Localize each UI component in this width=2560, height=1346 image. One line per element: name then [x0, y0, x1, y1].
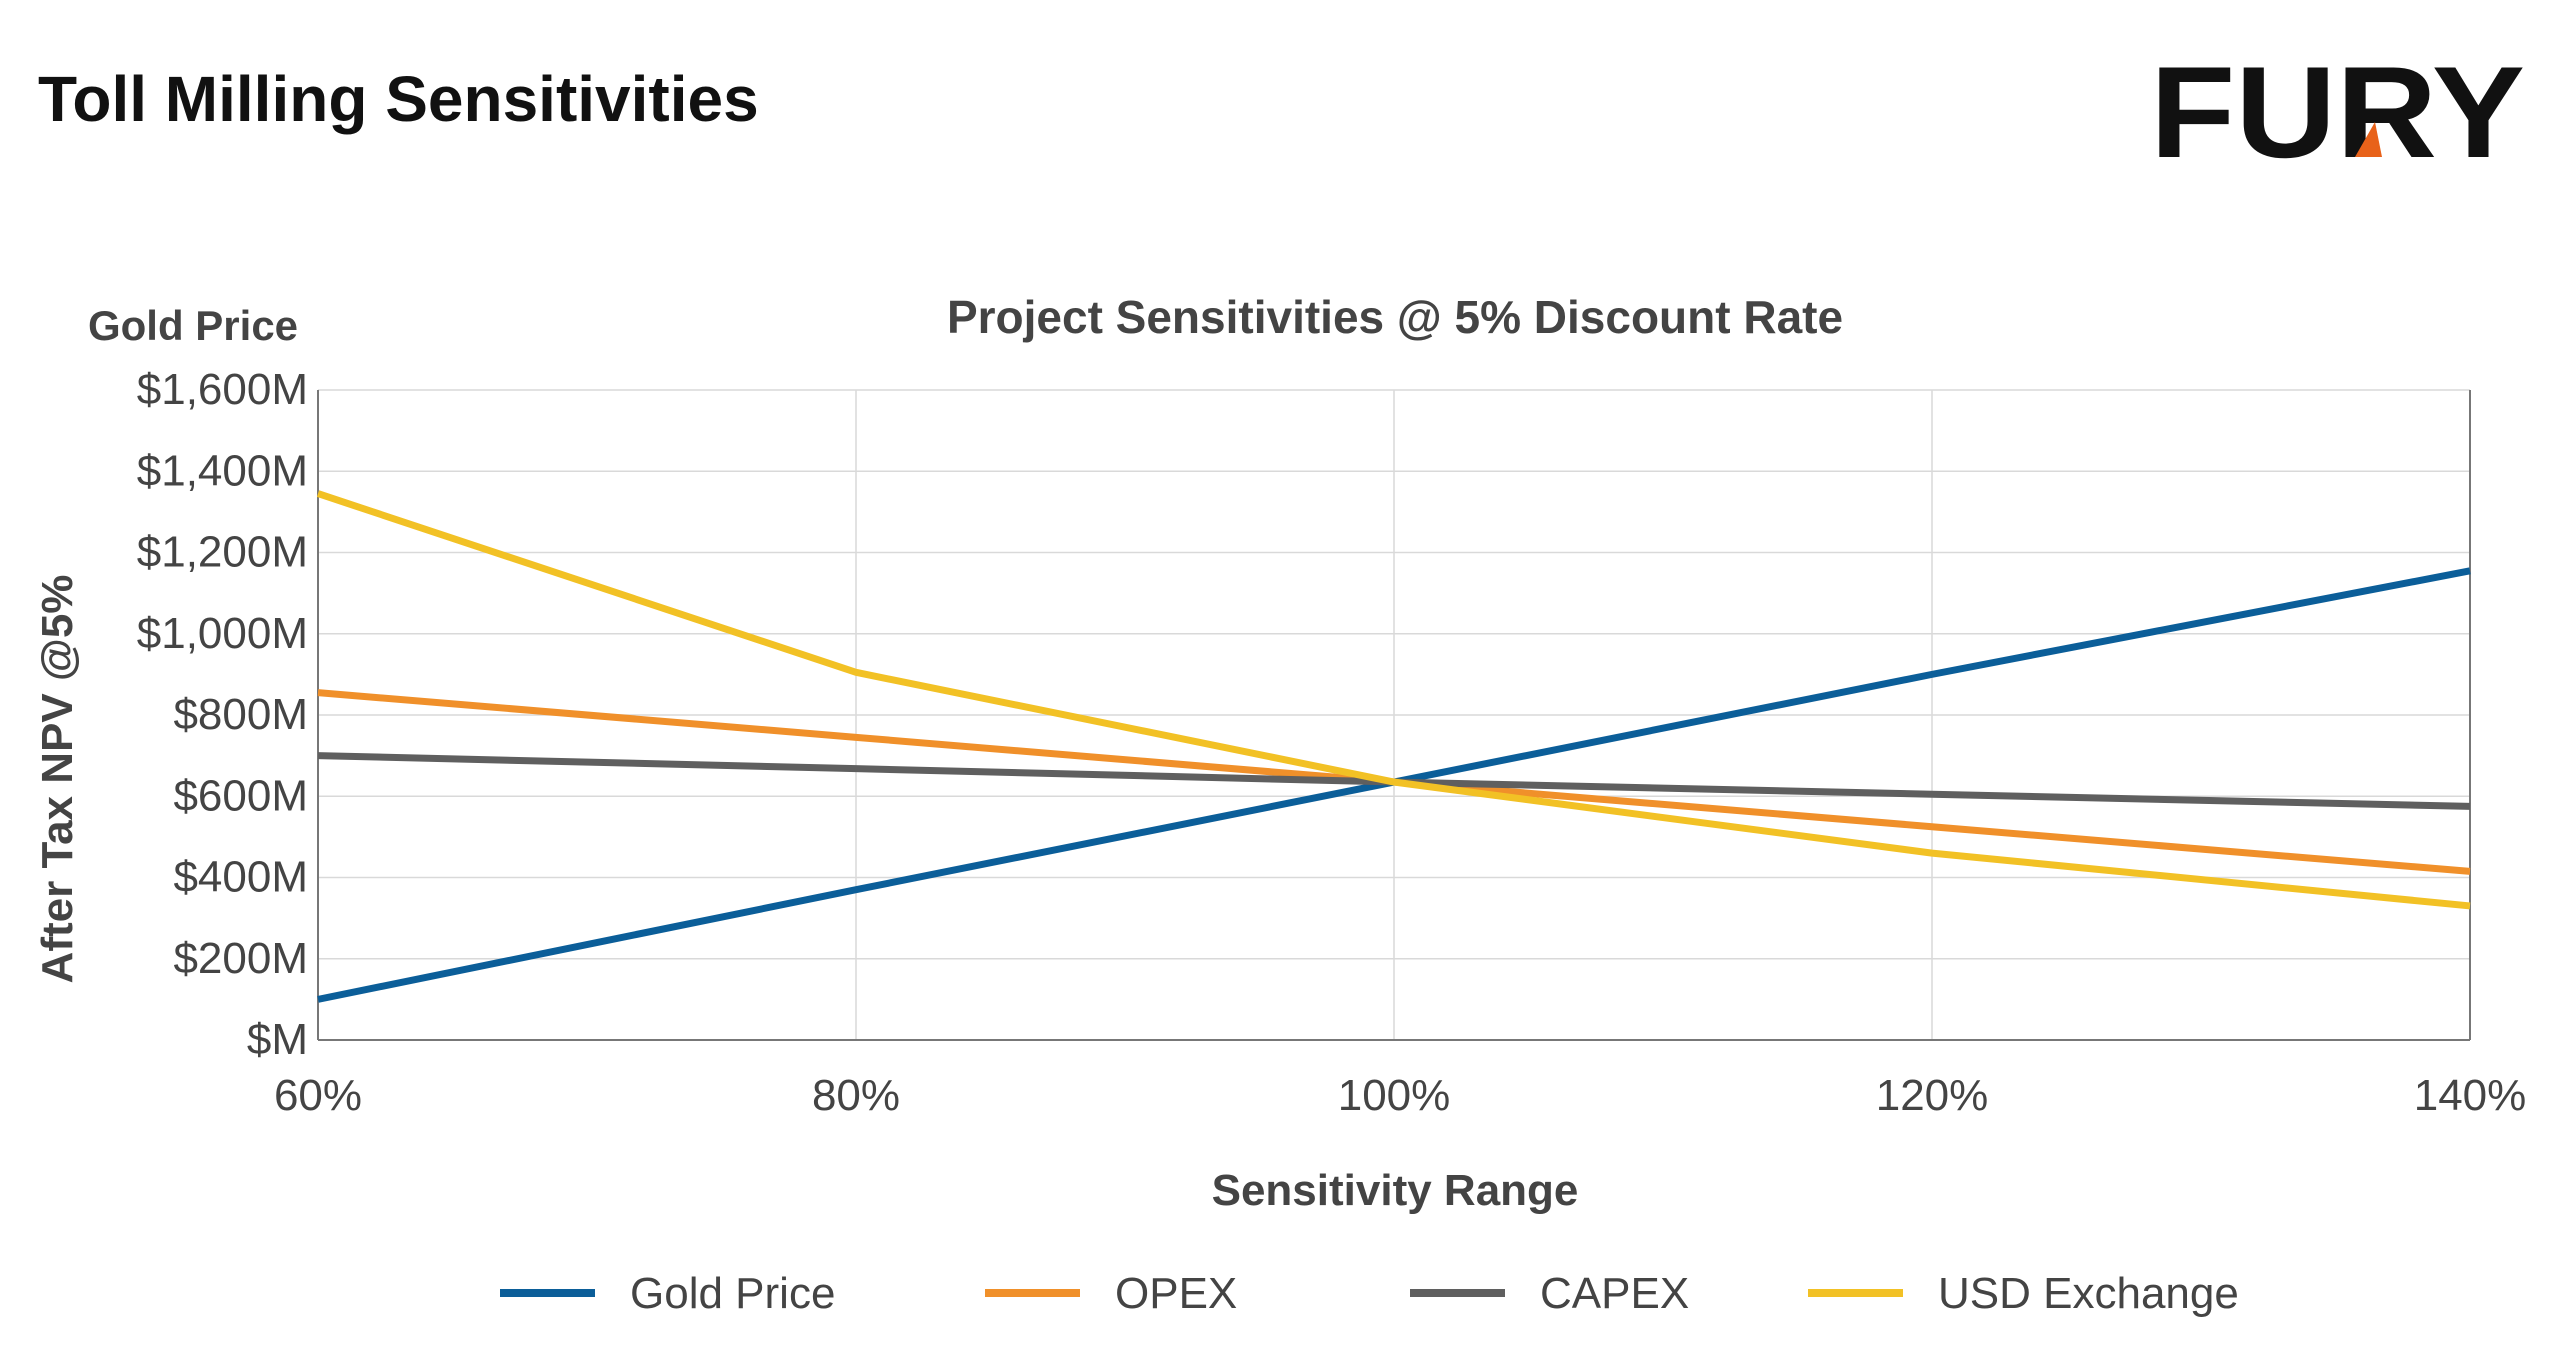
legend-label-capex: CAPEX — [1540, 1269, 1689, 1318]
x-tick-label: 60% — [274, 1071, 362, 1120]
series-line-usd-exchange — [316, 490, 2471, 910]
y-tick-label: $1,400M — [137, 446, 308, 495]
y-tick-label: $M — [247, 1015, 308, 1064]
y-tick-label: $400M — [173, 853, 308, 902]
y-tick-label: $800M — [173, 690, 308, 739]
y-tick-label: $1,000M — [137, 609, 308, 658]
legend-label-usd-exchange: USD Exchange — [1938, 1269, 2239, 1318]
y-tick-label: $1,600M — [137, 365, 308, 414]
page-title: Toll Milling Sensitivities — [38, 63, 759, 135]
legend-label-gold-price: Gold Price — [630, 1269, 835, 1318]
chart-series — [316, 490, 2471, 1003]
x-axis-label: Sensitivity Range — [1212, 1166, 1579, 1215]
chart-title: Project Sensitivities @ 5% Discount Rate — [947, 291, 1843, 343]
y-tick-label: $200M — [173, 934, 308, 983]
y-tick-label: $600M — [173, 771, 308, 820]
chart-grid — [317, 389, 2471, 1041]
legend-label-opex: OPEX — [1115, 1269, 1237, 1318]
y-axis-label: After Tax NPV @5% — [33, 575, 82, 984]
x-tick-label: 120% — [1876, 1071, 1989, 1120]
x-tick-label: 140% — [2414, 1071, 2527, 1120]
fury-logo: FURY — [2150, 52, 2525, 172]
logo-text: FURY — [2150, 52, 2525, 172]
corner-label: Gold Price — [88, 302, 298, 349]
logo-accent — [2355, 122, 2382, 157]
y-tick-label: $1,200M — [137, 528, 308, 577]
chart-legend: Gold Price OPEX CAPEX USD Exchange — [500, 1269, 2239, 1318]
chart-axes: $M $200M $400M $600M $800M $1,000M $1,200M $1,4… — [137, 365, 2527, 1120]
x-tick-label: 80% — [812, 1071, 900, 1120]
x-tick-label: 100% — [1338, 1071, 1451, 1120]
